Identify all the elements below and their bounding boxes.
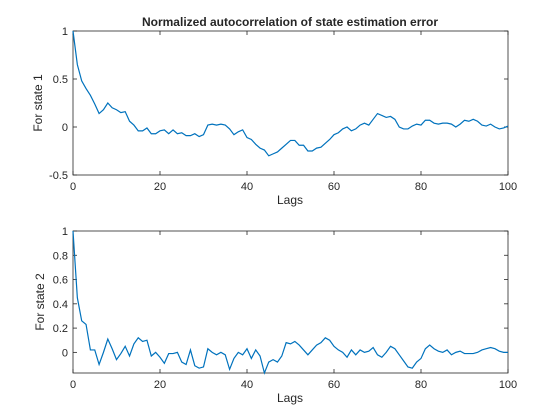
figure-title: Normalized autocorrelation of state esti… — [142, 15, 438, 29]
y-ticks: -0.5 0 0.5 1 — [49, 26, 508, 182]
y-tick-label: 1 — [62, 26, 68, 38]
x-tick-label: 20 — [154, 379, 166, 391]
y-tick-label: -0.5 — [49, 170, 68, 182]
y-tick-label: 0 — [62, 122, 68, 134]
y-tick-label: 0.5 — [53, 74, 68, 86]
y-tick-label: 0.2 — [53, 323, 68, 335]
x-tick-label: 80 — [415, 181, 427, 193]
axes-state-1: 0 20 40 60 80 100 -0.500.51 Lags For state 1 — [31, 26, 517, 207]
x-tick-label: 60 — [328, 379, 340, 391]
y-axis-label: For state 2 — [33, 273, 47, 331]
x-tick-label: 0 — [70, 181, 76, 193]
x-ticks: 0 20 40 60 80 100 — [70, 31, 517, 193]
axes-box — [72, 230, 509, 374]
x-axis-label: Lags — [277, 193, 303, 207]
x-tick-label: 0 — [70, 379, 76, 391]
x-tick-label: 100 — [499, 379, 517, 391]
y-tick-label: 1 — [62, 226, 68, 238]
y-tick-label: 0 — [62, 347, 68, 359]
axes-box — [72, 30, 509, 176]
axes-state-2: 0 20 40 60 80 100 0 0.2 0.4 0.6 0.8 1 Lags For sta… — [33, 226, 517, 405]
x-ticks: 0 20 40 60 80 100 — [70, 231, 517, 391]
x-tick-label: 20 — [154, 181, 166, 193]
y-tick-label: 0.8 — [53, 250, 68, 262]
x-tick-label: 40 — [241, 181, 253, 193]
x-tick-label: 40 — [241, 379, 253, 391]
x-axis-label: Lags — [277, 391, 303, 405]
y-ticks: 0 0.2 0.4 0.6 0.8 1 — [53, 226, 508, 359]
series-line-state-1 — [72, 30, 509, 157]
x-tick-label: 100 — [499, 181, 517, 193]
y-tick-label: 0.6 — [53, 275, 68, 287]
y-axis-label: For state 1 — [31, 74, 45, 132]
x-tick-label: 60 — [328, 181, 340, 193]
x-tick-label: 80 — [415, 379, 427, 391]
y-tick-label: 0.4 — [53, 299, 68, 311]
series-line-state-2 — [72, 230, 508, 375]
